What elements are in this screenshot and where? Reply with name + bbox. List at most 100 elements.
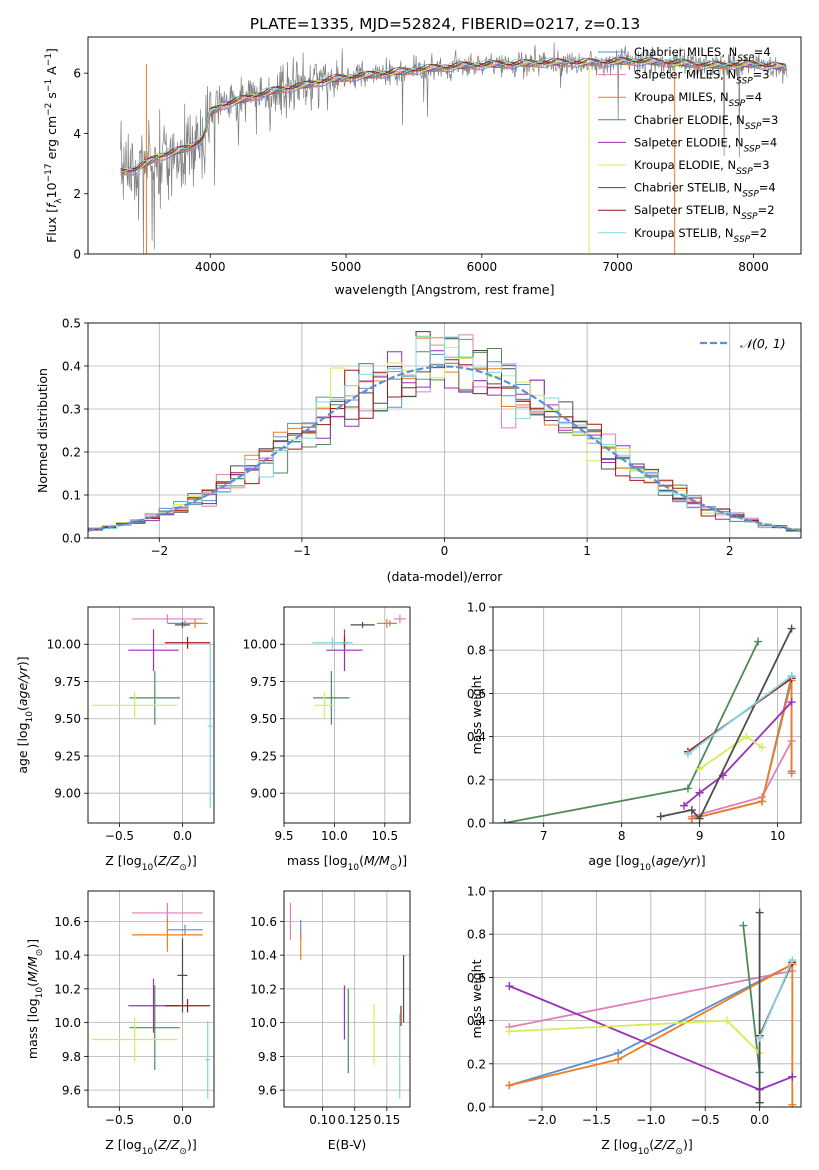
weight-line-kroupa_miles — [691, 680, 793, 820]
y-tick-label: 9.50 — [250, 712, 277, 726]
weight-marker — [614, 1055, 623, 1064]
errorbar-salpeter_miles — [393, 614, 406, 624]
y-tick-label: 0.4 — [62, 360, 81, 374]
legend-entry-kroupa_elodie: Kroupa ELODIE, NSSP=3 — [634, 158, 770, 177]
x-tick-label: 0.0 — [173, 1113, 192, 1127]
plot-area — [120, 42, 788, 254]
panel-mass_vs_z: −0.5 0.0 9.6 9.8 10.0 10.2 10.4 10.6 Z [log10(Z/… — [25, 890, 215, 1157]
y-tick-label: 9.75 — [250, 675, 277, 689]
y-tick-label: 4 — [73, 127, 81, 141]
x-tick-label: 7000 — [602, 260, 633, 274]
y-tick-label: 0.8 — [467, 644, 486, 658]
y-tick-label: 9.75 — [54, 675, 81, 689]
x-tick-label: 8000 — [738, 260, 769, 274]
y-axis-label: Flux [fλ10−17 erg cm−2 s−1 A−1] — [44, 48, 64, 243]
x-tick-label: −0.5 — [105, 829, 134, 843]
x-axis-label: Z [log10(Z/Z⊙)] — [105, 853, 196, 873]
x-tick-label: 0.0 — [173, 829, 192, 843]
model-salpeter_stelib — [120, 56, 787, 172]
errorbar-salpeter_stelib — [164, 999, 211, 1013]
y-tick-label: 0.2 — [62, 446, 81, 460]
y-tick-label: 10.2 — [54, 982, 81, 996]
errorbar-kroupa_elodie — [91, 691, 178, 719]
errorbar-chabrier_miles — [167, 924, 203, 935]
plot-area — [91, 614, 213, 809]
x-tick-label: 10 — [770, 829, 785, 843]
legend-entry-chabrier_miles: Chabrier MILES, NSSP=4 — [634, 45, 771, 64]
weight-line-chabrier_stelib — [660, 628, 793, 821]
weight-marker — [788, 1100, 797, 1107]
model-chabrier_stelib — [120, 57, 787, 172]
weight-line-chabrier_elodie — [504, 641, 759, 823]
weight-marker — [787, 672, 796, 681]
errorbar-chabrier_stelib — [177, 938, 188, 1013]
errorbar-kroupa_stelib — [312, 636, 353, 649]
y-tick-label: 1.0 — [467, 885, 486, 899]
weight-marker — [695, 765, 704, 773]
axes-frame — [87, 322, 802, 539]
x-tick-label: 9 — [696, 829, 704, 843]
x-tick-label: 7 — [540, 829, 548, 843]
y-axis-label: mass [log10(M/M⊙)] — [25, 939, 45, 1059]
weight-line-kroupa_miles — [509, 962, 794, 1105]
axes-frame — [87, 606, 215, 824]
plot-area — [88, 331, 801, 533]
y-tick-label: 10.6 — [250, 915, 277, 929]
axes-frame — [283, 890, 411, 1108]
y-tick-label: 0.4 — [467, 730, 486, 744]
x-axis-label: Z [log10(Z/Z⊙)] — [601, 1137, 692, 1157]
legend-entry-chabrier_elodie: Chabrier ELODIE, NSSP=3 — [634, 113, 778, 132]
y-tick-label: 10.0 — [250, 1016, 277, 1030]
weight-marker — [680, 801, 689, 810]
legend-entry-salpeter_stelib: Salpeter STELIB, NSSP=2 — [634, 203, 775, 222]
x-tick-label: 6000 — [467, 260, 498, 274]
errorbar-kroupa_elodie — [314, 691, 335, 719]
y-tick-label: 0.5 — [62, 317, 81, 331]
x-axis-label: wavelength [Angstrom, rest frame] — [334, 282, 554, 297]
y-tick-label: 10.2 — [250, 982, 277, 996]
axes-frame — [87, 36, 802, 255]
x-tick-label: −2.0 — [527, 1113, 556, 1127]
y-tick-label: 1.0 — [467, 601, 486, 615]
y-tick-label: 0.0 — [467, 1101, 486, 1115]
weight-line-kroupa_elodie — [509, 1019, 761, 1054]
panel-age_vs_mass: 9.5 10.0 10.5 9.00 9.25 9.50 9.75 10.00 mass [lo… — [243, 606, 411, 873]
y-tick-label: 10.6 — [54, 915, 81, 929]
errorbar-kroupa_elodie — [91, 1017, 178, 1062]
x-tick-label: 10.0 — [321, 829, 348, 843]
errorbar-salpeter_elodie — [326, 629, 363, 672]
weight-line-salpeter_miles — [509, 970, 793, 1028]
legend-gauss-label: 𝒩(0, 1) — [740, 336, 786, 351]
x-axis-label: Z [log10(Z/Z⊙)] — [105, 1137, 196, 1157]
y-tick-label: 9.50 — [54, 712, 81, 726]
y-tick-label: 0.2 — [467, 1057, 486, 1071]
x-axis-label: E(B-V) — [328, 1137, 367, 1152]
panel-mass_vs_ebv: 0.10 0.125 0.15 9.6 9.8 10.0 10.2 10.4 10.6 E(B-V… — [250, 890, 411, 1152]
x-tick-label: −1.0 — [636, 1113, 665, 1127]
weight-marker — [656, 812, 665, 821]
y-axis-label: mass weight — [469, 959, 484, 1038]
legend-entry-kroupa_stelib: Kroupa STELIB, NSSP=2 — [634, 226, 767, 245]
weight-marker — [754, 637, 763, 646]
errorbar-chabrier_stelib — [350, 621, 375, 628]
panel-spectrum: 4000 5000 6000 7000 8000 0 2 4 6 wavelength [Angs… — [44, 36, 802, 297]
y-tick-label: 10.0 — [54, 1016, 81, 1030]
errorbar-kroupa_miles — [376, 618, 397, 628]
x-tick-label: −0.5 — [691, 1113, 720, 1127]
weight-marker — [687, 814, 696, 823]
panel-age_vs_z: −0.5 0.0 9.00 9.25 9.50 9.75 10.00 Z [log10(Z/Z… — [15, 606, 215, 873]
y-tick-label: 9.00 — [250, 787, 277, 801]
plot-area — [91, 902, 211, 1099]
y-tick-label: 9.8 — [62, 1050, 81, 1064]
errorbar-chabrier_elodie — [129, 985, 180, 1070]
x-tick-label: −1.5 — [582, 1113, 611, 1127]
errorbar-chabrier_elodie — [313, 671, 350, 725]
weight-marker — [758, 743, 767, 752]
plot-area — [312, 614, 406, 725]
errorbar-chabrier_elodie — [129, 671, 180, 725]
plot-area — [289, 902, 405, 1099]
weight-marker — [683, 749, 692, 758]
x-tick-label: 9.5 — [274, 829, 293, 843]
axes-frame — [492, 606, 802, 824]
weight-marker — [695, 788, 704, 797]
